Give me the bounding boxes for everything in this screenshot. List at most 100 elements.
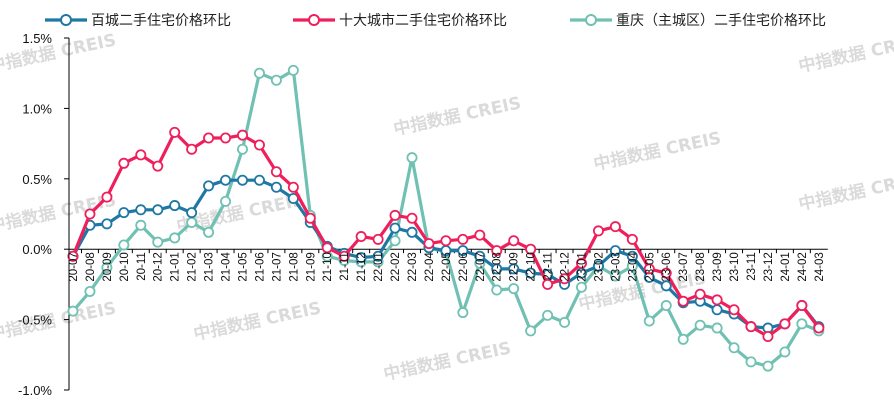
data-point [576, 257, 588, 269]
y-tick-label: 0.5% [22, 172, 52, 187]
data-point [542, 309, 554, 321]
data-point [321, 242, 333, 254]
data-point [660, 300, 672, 312]
data-point [711, 322, 723, 334]
x-tick-label: 23-05 [644, 252, 656, 281]
watermark-text: 中指数据 CREIS [192, 297, 323, 345]
data-point [84, 285, 96, 297]
x-tick-label: 22-01 [373, 252, 385, 281]
legend-marker [60, 14, 72, 26]
data-point [457, 245, 469, 257]
watermark-text: 中指数据 CREIS [797, 167, 894, 215]
data-point [728, 304, 740, 316]
data-point [253, 174, 265, 186]
legend-marker [585, 14, 597, 26]
data-point [576, 281, 588, 293]
data-point [474, 250, 486, 262]
data-point [592, 225, 604, 237]
data-point [660, 280, 672, 292]
x-tick-label: 20-10 [119, 252, 131, 281]
y-tick-label: 1.5% [22, 31, 52, 46]
data-point [813, 322, 825, 334]
data-point [101, 262, 113, 274]
data-point [253, 67, 265, 79]
legend-item-2: 重庆（主城区）二手住宅价格环比 [570, 13, 826, 29]
watermark-text: 中指数据 CREIS [0, 29, 118, 77]
data-point [542, 278, 554, 290]
data-point [491, 263, 503, 275]
data-point [457, 307, 469, 319]
x-tick-label: 23-12 [763, 252, 775, 281]
data-point [592, 260, 604, 272]
data-point [660, 267, 672, 279]
data-point [220, 132, 232, 144]
data-point [609, 245, 621, 257]
data-point [389, 209, 401, 221]
x-tick-label: 22-07 [475, 252, 487, 281]
data-point [338, 250, 350, 262]
x-tick-label: 23-04 [627, 252, 639, 282]
data-point [745, 356, 757, 368]
x-tick-label: 23-07 [678, 252, 690, 281]
data-point [491, 284, 503, 296]
data-point [694, 288, 706, 300]
data-point [694, 319, 706, 331]
data-point [203, 226, 215, 238]
x-tick-label: 20-12 [153, 252, 165, 281]
legend-label: 百城二手住宅价格环比 [91, 13, 231, 29]
x-tick-label: 21-07 [271, 252, 283, 281]
legend-label: 重庆（主城区）二手住宅价格环比 [616, 13, 826, 29]
data-point [355, 231, 367, 243]
data-point [152, 236, 164, 248]
data-point [525, 243, 537, 255]
data-point [525, 267, 537, 279]
x-tick-label: 22-06 [458, 252, 470, 281]
data-point [372, 233, 384, 245]
data-point [372, 250, 384, 262]
legend-item-0: 百城二手住宅价格环比 [45, 13, 231, 29]
data-point [491, 245, 503, 257]
y-tick-label: 0.0% [22, 242, 52, 257]
data-point [101, 218, 113, 230]
series-1 [67, 126, 825, 342]
data-point [474, 229, 486, 241]
data-point [118, 207, 130, 219]
data-point [559, 316, 571, 328]
x-tick-label: 20-08 [85, 252, 97, 281]
data-point [745, 321, 757, 333]
x-axis-tick-labels: 20-07 20-08 20-09 20-10 20-11 20-12 21-01 21-02… [68, 252, 826, 282]
data-point [728, 342, 740, 354]
x-tick-label: 21-10 [322, 252, 334, 281]
data-point [287, 181, 299, 193]
data-point [186, 216, 198, 228]
x-tick-label: 21-03 [204, 252, 216, 281]
watermark-text: 中指数据 CREIS [592, 127, 723, 175]
x-tick-label: 20-09 [102, 252, 114, 281]
data-point [236, 174, 248, 186]
data-point [220, 195, 232, 207]
x-tick-label: 21-05 [238, 252, 250, 281]
data-point [152, 160, 164, 172]
x-tick-label: 20-07 [68, 252, 80, 281]
x-tick-label: 22-12 [560, 252, 572, 281]
data-point [525, 325, 537, 337]
data-point [796, 300, 808, 312]
data-point [135, 219, 147, 231]
data-point [677, 295, 689, 307]
x-tick-label: 23-03 [610, 252, 622, 281]
data-point [355, 252, 367, 264]
data-point [186, 143, 198, 155]
x-tick-label: 21-06 [254, 252, 266, 281]
x-tick-label: 22-10 [526, 252, 538, 281]
data-point [762, 360, 774, 372]
x-tick-label: 22-08 [492, 252, 504, 281]
data-point [67, 305, 79, 317]
data-point [609, 221, 621, 233]
x-tick-label: 23-10 [729, 252, 741, 281]
x-tick-label: 24-01 [780, 252, 792, 281]
data-point [559, 273, 571, 285]
data-point [118, 157, 130, 169]
data-point [287, 64, 299, 76]
data-point [711, 294, 723, 306]
